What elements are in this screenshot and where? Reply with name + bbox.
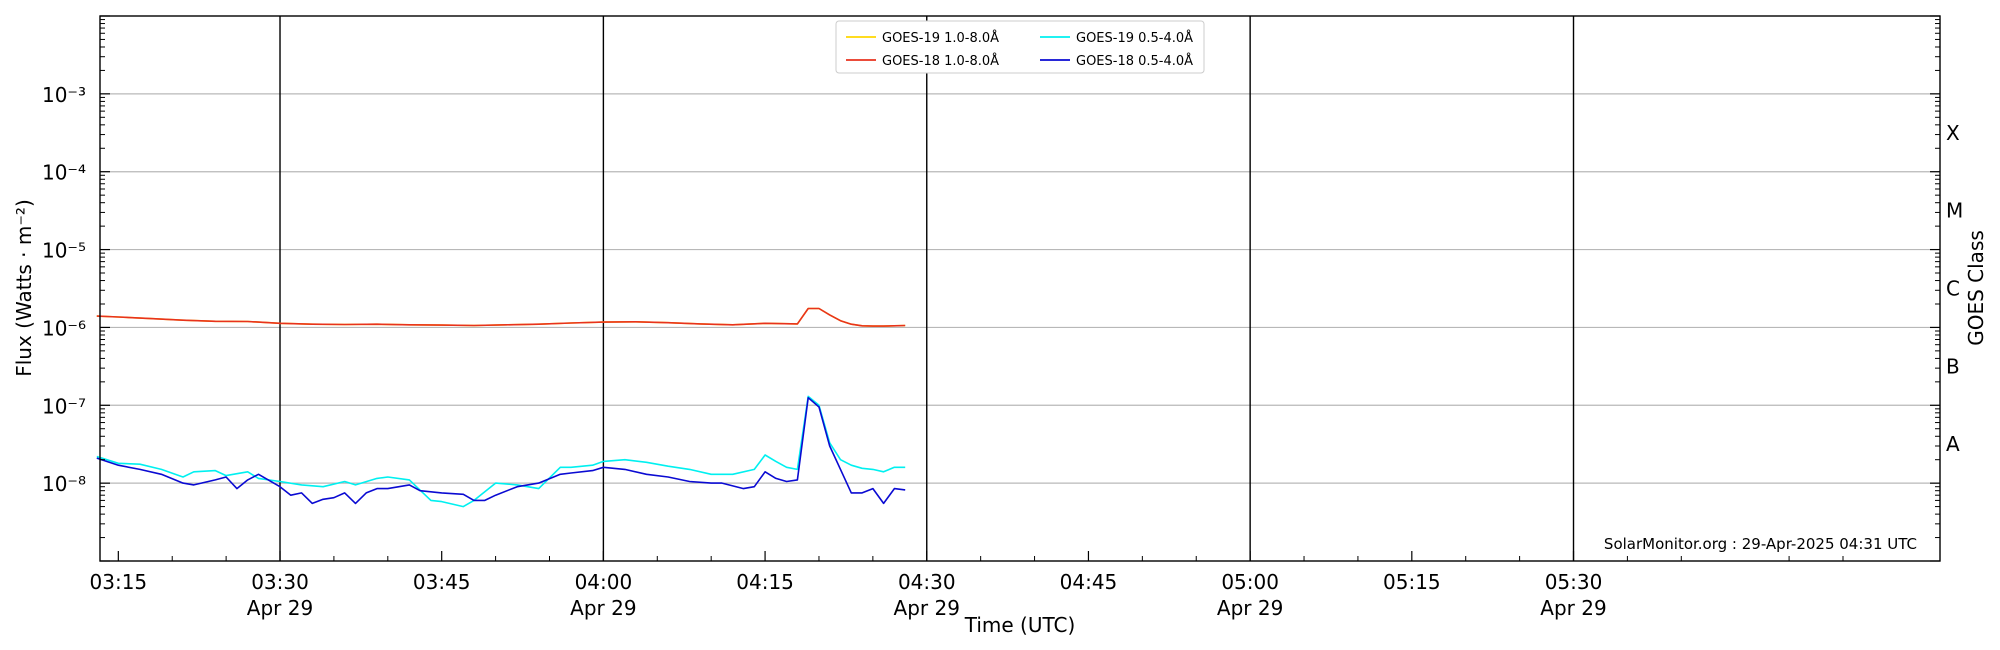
series-line-4 <box>96 396 906 505</box>
series-line-2 <box>96 307 906 327</box>
x-axis-label: Time (UTC) <box>964 613 1076 637</box>
series-layer <box>96 307 906 508</box>
y-axis-label: Flux (Watts · m⁻²) <box>12 199 36 377</box>
plot-frame <box>99 15 1941 562</box>
legend-entry-label: GOES-18 0.5-4.0Å <box>1076 53 1193 69</box>
goes-class-label: B <box>1946 354 1960 378</box>
goes-class-label: A <box>1946 432 1960 456</box>
x-tick-label: 04:00 <box>575 570 633 594</box>
x-tick-date-label: Apr 29 <box>247 596 313 620</box>
x-tick-label: 04:15 <box>736 570 794 594</box>
y-tick-label: 10⁻⁶ <box>42 316 86 340</box>
y-tick-label: 10⁻⁵ <box>42 239 86 263</box>
x-tick-date-label: Apr 29 <box>1217 596 1283 620</box>
source-annotation: SolarMonitor.org : 29-Apr-2025 04:31 UTC <box>1604 535 1917 553</box>
goes-class-label: M <box>1946 199 1963 223</box>
grid-layer <box>100 93 1940 484</box>
x-tick-label: 04:30 <box>898 570 956 594</box>
goes-class-label: X <box>1946 121 1960 145</box>
x-tick-label: 03:30 <box>251 570 309 594</box>
x-tick-label: 05:30 <box>1545 570 1603 594</box>
x-tick-date-label: Apr 29 <box>894 596 960 620</box>
tick-layer <box>100 15 1940 562</box>
x-tick-label: 05:00 <box>1221 570 1279 594</box>
x-tick-label: 05:15 <box>1383 570 1441 594</box>
x-tick-label: 04:45 <box>1060 570 1118 594</box>
legend-entry-label: GOES-18 1.0-8.0Å <box>882 53 999 69</box>
vertical-day-lines <box>279 16 1575 561</box>
goes-class-axis-label: GOES Class <box>1964 230 1988 346</box>
legend-entry-label: GOES-19 0.5-4.0Å <box>1076 30 1193 46</box>
x-tick-date-label: Apr 29 <box>1540 596 1606 620</box>
legend: GOES-19 1.0-8.0Å GOES-18 1.0-8.0Å GOES-19 … <box>835 20 1205 74</box>
y-tick-label: 10⁻⁷ <box>42 394 86 418</box>
legend-entry-label: GOES-19 1.0-8.0Å <box>882 30 999 46</box>
goes-class-label: C <box>1946 277 1960 301</box>
x-tick-label: 03:15 <box>90 570 148 594</box>
y-tick-label: 10⁻⁸ <box>42 472 86 496</box>
x-tick-label: 03:45 <box>413 570 471 594</box>
legend-box <box>835 20 1205 74</box>
y-tick-label: 10⁻³ <box>42 83 86 107</box>
x-tick-date-label: Apr 29 <box>570 596 636 620</box>
y-tick-label: 10⁻⁴ <box>42 161 86 185</box>
